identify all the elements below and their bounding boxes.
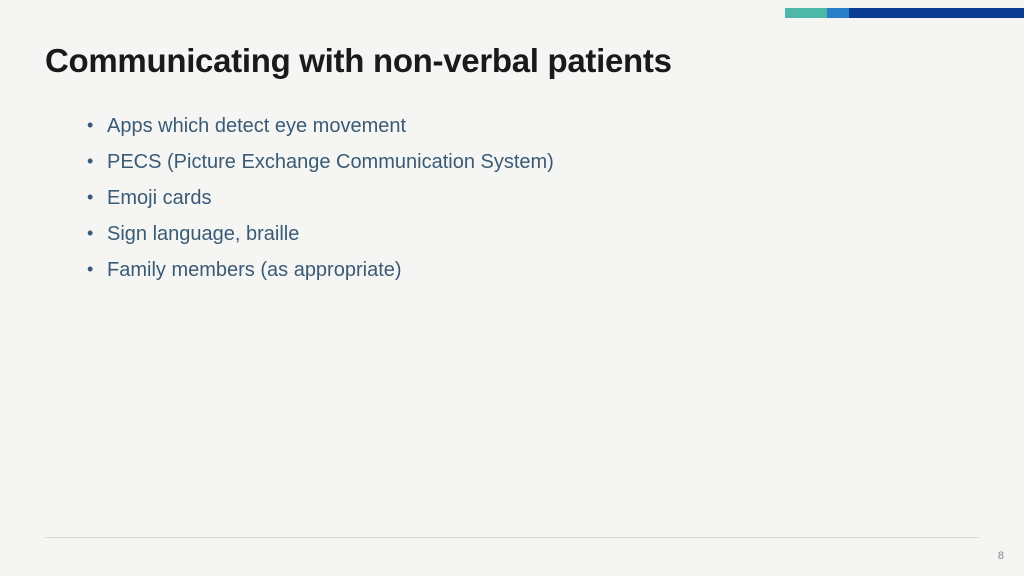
bullet-item: Family members (as appropriate) (87, 260, 554, 280)
page-number: 8 (998, 550, 1004, 562)
bullet-list: Apps which detect eye movement PECS (Pic… (87, 116, 554, 296)
accent-segment-teal (785, 8, 827, 18)
bullet-item: Apps which detect eye movement (87, 116, 554, 136)
footer-divider (45, 537, 979, 538)
slide-title: Communicating with non-verbal patients (45, 42, 672, 80)
bullet-item: Sign language, braille (87, 224, 554, 244)
bullet-item: PECS (Picture Exchange Communication Sys… (87, 152, 554, 172)
accent-segment-navy (849, 8, 1024, 18)
bullet-item: Emoji cards (87, 188, 554, 208)
accent-segment-blue (827, 8, 849, 18)
accent-bar (785, 8, 1024, 18)
